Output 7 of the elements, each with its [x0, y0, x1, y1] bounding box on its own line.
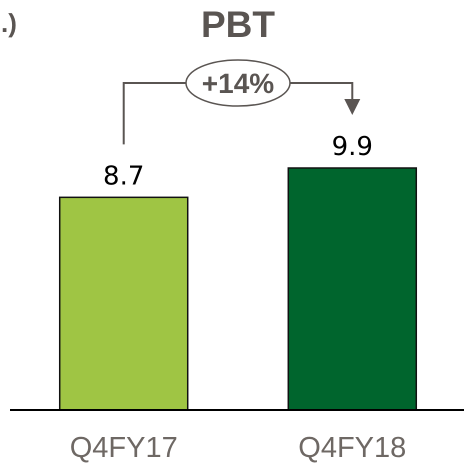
data-label: 9.9: [332, 132, 373, 162]
x-tick-label: Q4FY17: [70, 432, 178, 463]
data-label: 8.7: [103, 161, 144, 192]
x-tick-label: Q4FY18: [298, 432, 406, 463]
text: +14%: [202, 68, 274, 99]
text: .): [1, 8, 17, 38]
chart-title: PBT: [201, 4, 276, 45]
